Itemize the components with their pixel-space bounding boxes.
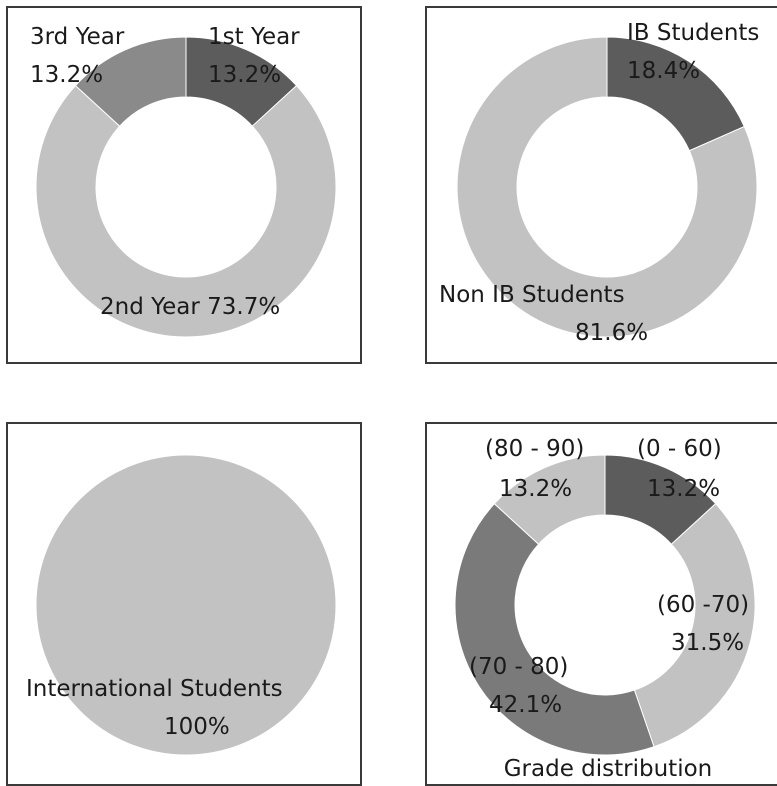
- percent-label-80-90: 13.2%: [499, 476, 573, 502]
- percent-label-0-60: 13.2%: [647, 476, 721, 502]
- chart-title-grade-distribution: Grade distribution: [503, 756, 713, 782]
- category-label-2nd-year: 2nd Year 73.7%: [100, 294, 281, 320]
- slice-3rd-year: [74, 36, 187, 127]
- year-chart-panel: 3rd Year 1st Year 13.2% 13.2% 2nd Year 7…: [6, 6, 362, 364]
- category-label-3rd-year: 3rd Year: [30, 24, 125, 50]
- international-chart-panel: International Students 100%: [6, 422, 362, 786]
- slice-80-90: [493, 454, 606, 545]
- percent-label-70-80: 42.1%: [489, 692, 563, 718]
- percent-label-60-70: 31.5%: [671, 630, 745, 656]
- category-label-3rd-year-continued: 13.2%: [30, 62, 104, 88]
- category-label-non-ib-students: Non IB Students: [439, 282, 625, 308]
- category-label-60-70: (60 -70): [657, 592, 750, 618]
- percent-label-ib-students: 18.4%: [627, 58, 701, 84]
- percent-label-international-students: 100%: [164, 714, 230, 740]
- slice-international-students: [35, 454, 337, 756]
- category-label-1st-year: 1st Year: [208, 24, 300, 50]
- slice-ib-students: [606, 36, 745, 152]
- grade-chart-panel: (80 - 90) 13.2% (0 - 60) 13.2% (60 -70) …: [425, 422, 777, 786]
- percent-label-non-ib-students: 81.6%: [575, 320, 649, 346]
- slice-2nd-year: [35, 84, 337, 338]
- slice-60-70: [633, 502, 756, 748]
- ib-donut-chart: [456, 36, 758, 338]
- grade-donut-chart: [454, 454, 756, 756]
- category-label-ib-students: IB Students: [627, 20, 760, 46]
- category-label-70-80: (70 - 80): [469, 654, 569, 680]
- international-pie-chart: [35, 454, 337, 756]
- percent-label-1st-year: 13.2%: [208, 62, 282, 88]
- ib-chart-panel: IB Students 18.4% Non IB Students 81.6%: [425, 6, 777, 364]
- category-label-international-students: International Students: [26, 676, 283, 702]
- slice-70-80: [454, 502, 655, 756]
- slice-non-ib-students: [456, 36, 758, 338]
- category-label-80-90: (80 - 90): [485, 436, 585, 462]
- category-label-0-60: (0 - 60): [637, 436, 722, 462]
- year-donut-chart: [35, 36, 337, 338]
